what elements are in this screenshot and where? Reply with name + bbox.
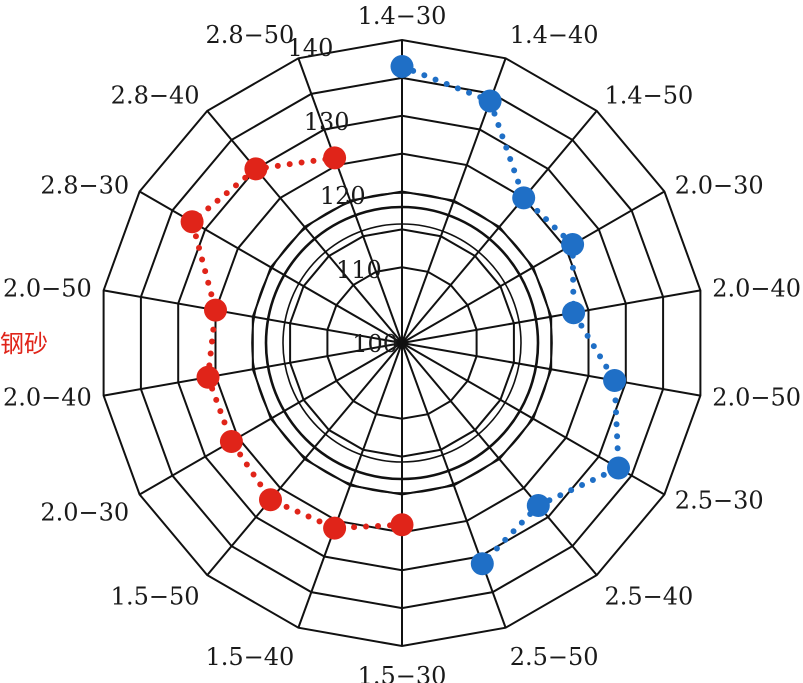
grid-spoke bbox=[401, 342, 598, 576]
series-group bbox=[180, 146, 414, 540]
side-label: 钢砂 bbox=[0, 330, 48, 358]
category-label: 1.4−30 bbox=[358, 2, 447, 30]
series-point bbox=[562, 301, 586, 325]
category-label: 1.5−50 bbox=[111, 582, 200, 610]
grid-spoke bbox=[297, 57, 403, 344]
series-point bbox=[470, 552, 494, 576]
category-label: 2.5−50 bbox=[510, 643, 599, 671]
category-label: 1.4−50 bbox=[605, 82, 694, 110]
category-label: 1.5−40 bbox=[205, 643, 294, 671]
series-point bbox=[478, 89, 502, 113]
category-label: 2.0−40 bbox=[712, 274, 801, 302]
series-point bbox=[512, 186, 536, 210]
series-point bbox=[180, 210, 204, 234]
series-point bbox=[561, 233, 585, 256]
radial-tick-labels: 100 110 120 130 140 bbox=[288, 34, 398, 358]
radial-tick-label: 130 bbox=[304, 108, 350, 136]
category-label: 2.8−50 bbox=[205, 21, 294, 49]
category-label: 2.8−40 bbox=[111, 82, 200, 110]
series-point bbox=[323, 146, 347, 170]
series-point bbox=[607, 456, 630, 480]
radar-series bbox=[180, 55, 630, 576]
radial-tick-label: 110 bbox=[336, 256, 382, 284]
radial-tick-label: 100 bbox=[352, 330, 398, 358]
grid-spoke bbox=[297, 342, 403, 629]
radar-grid bbox=[102, 38, 702, 648]
series-point bbox=[323, 516, 347, 540]
category-labels: 1.4−30 1.4−40 1.4−50 2.0−30 2.0−40 2.0−50 2.5−… bbox=[3, 2, 801, 683]
grid-spoke bbox=[401, 289, 701, 344]
grid-spoke bbox=[103, 289, 403, 344]
radial-tick-label: 120 bbox=[320, 182, 366, 210]
grid-spoke bbox=[401, 110, 598, 344]
series-group bbox=[390, 55, 630, 576]
radial-tick-label: 140 bbox=[288, 34, 334, 62]
grid-spoke bbox=[206, 342, 403, 576]
category-label: 2.0−40 bbox=[3, 384, 92, 412]
series-point bbox=[244, 157, 268, 181]
category-label: 1.5−30 bbox=[358, 662, 447, 683]
series-point bbox=[603, 369, 627, 392]
category-label: 1.4−40 bbox=[510, 21, 599, 49]
grid-spoke bbox=[401, 190, 665, 344]
category-label: 2.5−40 bbox=[605, 582, 694, 610]
category-label: 2.0−30 bbox=[675, 172, 764, 200]
series-point bbox=[219, 430, 243, 453]
series-point bbox=[204, 298, 227, 322]
grid-spoke bbox=[103, 342, 403, 397]
category-label: 2.0−50 bbox=[712, 384, 801, 412]
category-label: 2.0−50 bbox=[3, 274, 92, 302]
category-label: 2.5−30 bbox=[675, 487, 764, 515]
grid-spoke bbox=[401, 342, 701, 397]
series-point bbox=[390, 513, 414, 537]
series-point bbox=[526, 494, 550, 517]
grid-spoke bbox=[206, 110, 403, 344]
grid-spoke bbox=[401, 342, 507, 629]
series-point bbox=[390, 55, 414, 78]
grid-spoke bbox=[139, 342, 403, 496]
category-label: 2.8−30 bbox=[40, 172, 129, 200]
series-point bbox=[259, 488, 282, 512]
series-point bbox=[196, 365, 220, 389]
category-label: 2.0−30 bbox=[40, 499, 129, 527]
